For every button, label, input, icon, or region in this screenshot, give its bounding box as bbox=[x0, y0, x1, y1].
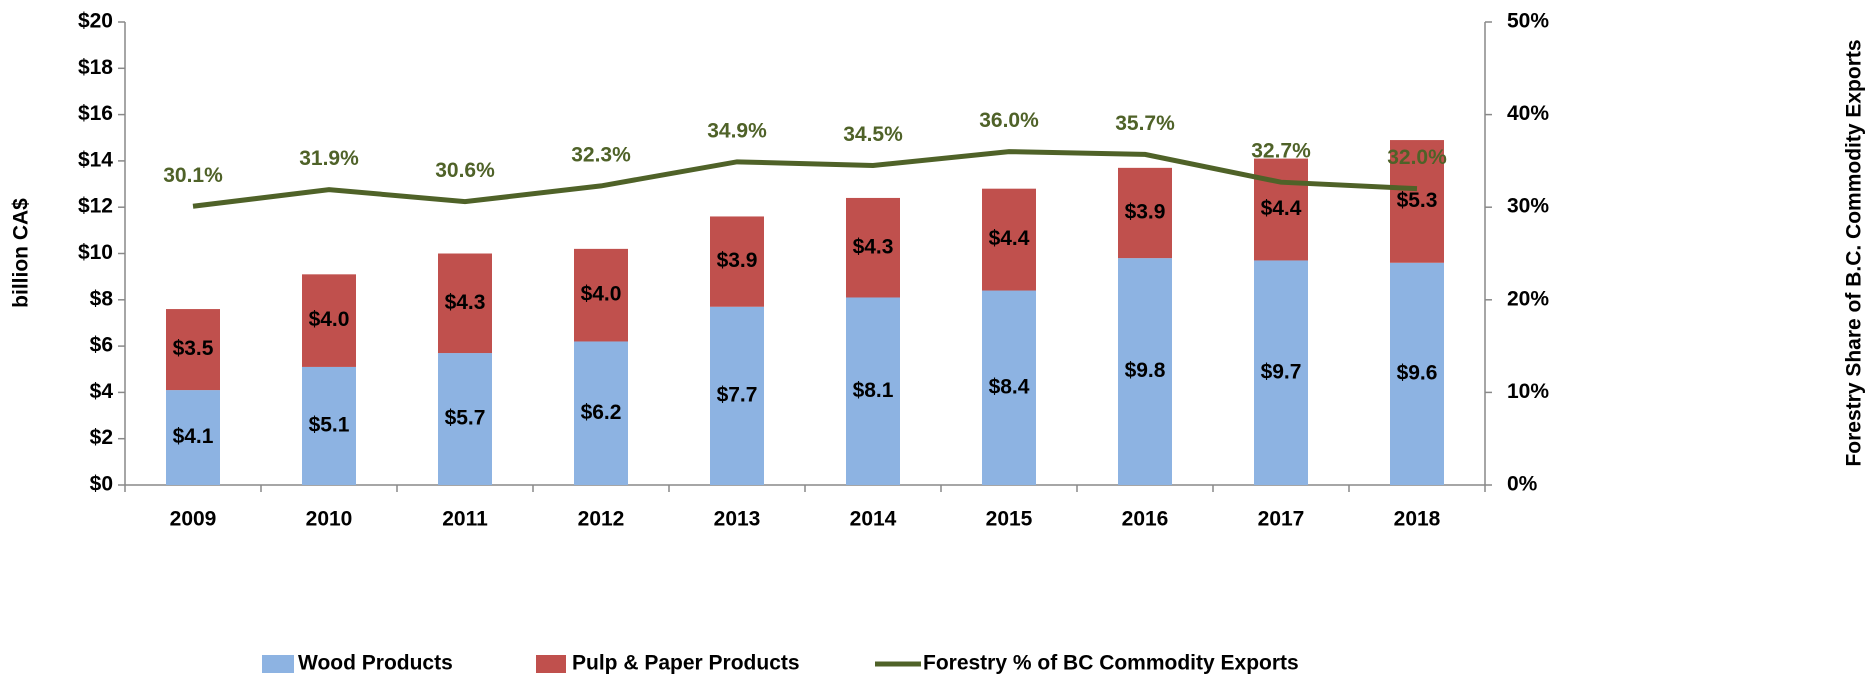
bar-segment bbox=[1390, 262, 1444, 485]
bar-label: $4.4 bbox=[1261, 197, 1302, 220]
bar-label: $4.3 bbox=[853, 235, 894, 258]
legend-swatch bbox=[262, 655, 294, 673]
bar-label: $4.3 bbox=[445, 291, 486, 314]
line-label: 30.6% bbox=[435, 159, 495, 182]
bar-segment bbox=[166, 309, 220, 391]
y-tick-label: $6 bbox=[90, 334, 113, 357]
y2-tick-label: 30% bbox=[1507, 195, 1549, 218]
y-tick-label: $2 bbox=[90, 426, 113, 449]
bar-segment bbox=[982, 188, 1036, 291]
bar-segment bbox=[1118, 167, 1172, 259]
bar-segment bbox=[982, 290, 1036, 485]
y-axis-title: billion CA$ bbox=[10, 198, 33, 308]
line-label: 35.7% bbox=[1115, 112, 1175, 135]
line-label: 34.9% bbox=[707, 119, 767, 142]
y-tick-label: $16 bbox=[78, 102, 113, 125]
bar-segment bbox=[166, 390, 220, 485]
y2-tick-label: 20% bbox=[1507, 287, 1549, 310]
bar-segment bbox=[302, 366, 356, 485]
bar-label: $5.7 bbox=[445, 407, 486, 430]
bar-label: $8.1 bbox=[853, 379, 894, 402]
legend-label: Wood Products bbox=[298, 652, 453, 675]
y2-tick-label: 40% bbox=[1507, 102, 1549, 125]
y-tick-label: $12 bbox=[78, 195, 113, 218]
line-label: 32.0% bbox=[1387, 146, 1447, 169]
bar-label: $4.0 bbox=[309, 308, 350, 331]
y-tick-label: $18 bbox=[78, 56, 113, 79]
bar-label: $4.0 bbox=[581, 283, 622, 306]
x-tick-label: 2009 bbox=[170, 508, 217, 531]
y2-tick-label: 50% bbox=[1507, 10, 1549, 33]
line-label: 30.1% bbox=[163, 164, 223, 187]
bar-label: $5.3 bbox=[1397, 189, 1438, 212]
bar-segment bbox=[846, 197, 900, 298]
bar-label: $6.2 bbox=[581, 401, 622, 424]
line-label: 36.0% bbox=[979, 109, 1039, 132]
y2-axis-title: Forestry Share of B.C. Commodity Exports bbox=[1843, 39, 1866, 466]
y2-tick-label: 10% bbox=[1507, 380, 1549, 403]
bar-segment bbox=[302, 274, 356, 367]
bar-segment bbox=[710, 306, 764, 485]
bar-label: $4.1 bbox=[173, 425, 214, 448]
bar-label: $3.5 bbox=[173, 337, 214, 360]
bar-segment bbox=[574, 341, 628, 485]
line-label: 34.5% bbox=[843, 123, 903, 146]
legend-label: Pulp & Paper Products bbox=[572, 652, 800, 675]
bar-label: $7.7 bbox=[717, 383, 758, 406]
bar-label: $9.7 bbox=[1261, 360, 1302, 383]
line-label: 32.3% bbox=[571, 143, 631, 166]
bar-label: $4.4 bbox=[989, 227, 1030, 250]
x-tick-label: 2012 bbox=[578, 508, 625, 531]
legend-swatch bbox=[536, 655, 566, 673]
bar-label: $9.6 bbox=[1397, 361, 1438, 384]
bar-label: $3.9 bbox=[1125, 201, 1166, 224]
y-tick-label: $8 bbox=[90, 287, 114, 310]
line-label: 31.9% bbox=[299, 147, 359, 170]
bar-label: $3.9 bbox=[717, 249, 758, 272]
x-tick-label: 2011 bbox=[442, 508, 488, 531]
line-series bbox=[192, 149, 1418, 209]
bar-label: $5.1 bbox=[309, 414, 350, 437]
bar-label: $9.8 bbox=[1125, 359, 1166, 382]
bar-segment bbox=[1254, 158, 1308, 261]
bar-segment bbox=[1254, 260, 1308, 485]
bar-segment bbox=[438, 253, 492, 354]
y-tick-label: $14 bbox=[78, 148, 113, 171]
bar-segment bbox=[1118, 258, 1172, 485]
x-tick-label: 2018 bbox=[1394, 508, 1441, 531]
bar-segment bbox=[574, 248, 628, 342]
bar-segment bbox=[710, 216, 764, 307]
x-tick-label: 2013 bbox=[714, 508, 761, 531]
line-label: 32.7% bbox=[1251, 140, 1311, 163]
y-tick-label: $0 bbox=[90, 473, 113, 496]
y-tick-label: $10 bbox=[78, 241, 113, 264]
legend-label: Forestry % of BC Commodity Exports bbox=[923, 652, 1299, 675]
y-tick-label: $4 bbox=[90, 380, 114, 403]
bar-segment bbox=[846, 297, 900, 485]
y-tick-label: $20 bbox=[78, 10, 113, 33]
x-tick-label: 2014 bbox=[850, 508, 897, 531]
x-tick-label: 2017 bbox=[1258, 508, 1305, 531]
x-tick-label: 2010 bbox=[306, 508, 353, 531]
x-tick-label: 2016 bbox=[1122, 508, 1169, 531]
bar-label: $8.4 bbox=[989, 375, 1030, 398]
bar-segment bbox=[1390, 140, 1444, 263]
bar-segment bbox=[438, 353, 492, 485]
x-tick-label: 2015 bbox=[986, 508, 1033, 531]
y2-tick-label: 0% bbox=[1507, 473, 1538, 496]
